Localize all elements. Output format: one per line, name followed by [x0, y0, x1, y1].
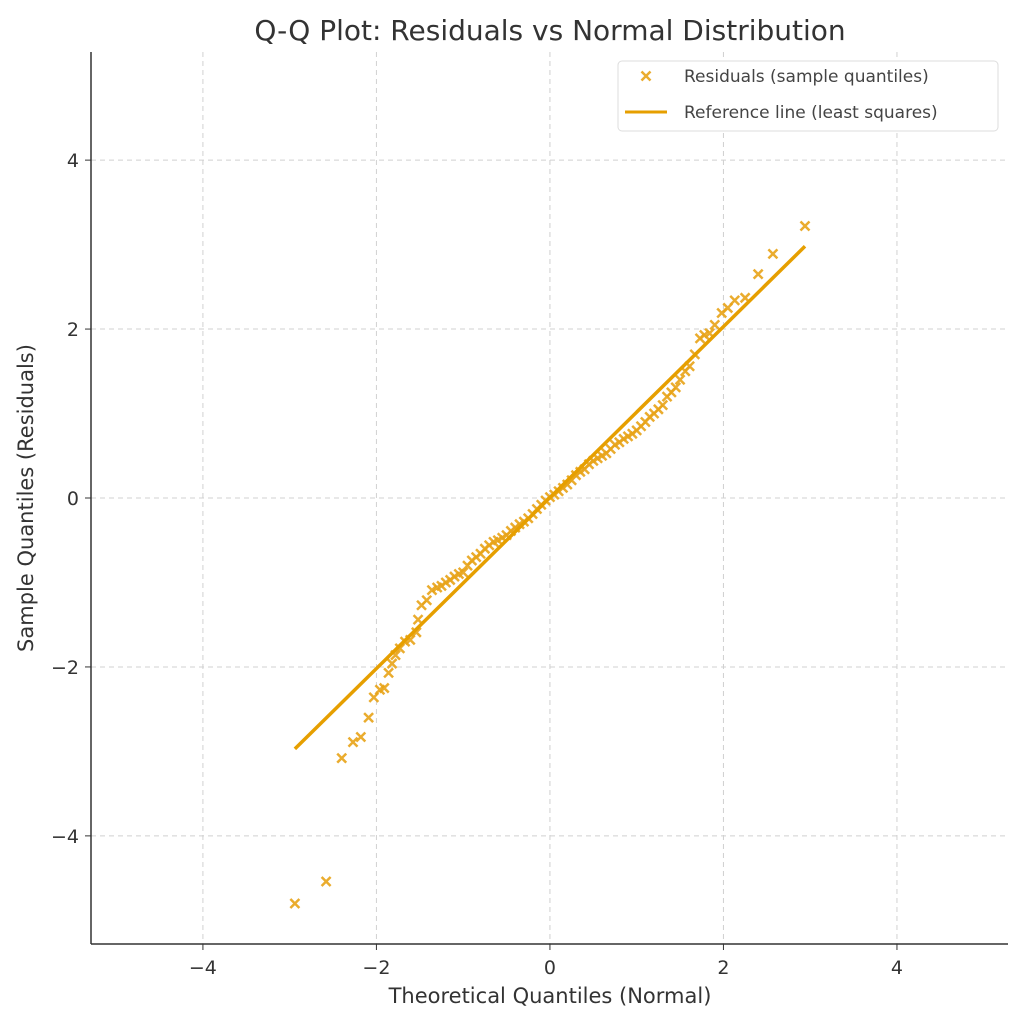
y-tick-label: 2 [67, 319, 79, 341]
data-point [799, 220, 811, 232]
data-point [289, 898, 301, 909]
data-point [709, 319, 721, 331]
x-tick-label: 4 [891, 957, 903, 979]
data-point [378, 682, 390, 694]
data-point [336, 752, 348, 764]
y-tick-label: −2 [51, 657, 79, 679]
data-point [320, 876, 332, 887]
data-marks [289, 220, 811, 909]
data-point [670, 381, 682, 393]
data-point [363, 712, 374, 724]
chart-title: Q-Q Plot: Residuals vs Normal Distributi… [254, 14, 845, 47]
data-point [457, 566, 469, 578]
x-tick-label: 0 [544, 957, 556, 979]
y-axis-label: Sample Quantiles (Residuals) [14, 344, 38, 652]
x-tick-label: −2 [362, 957, 390, 979]
data-point [729, 294, 741, 306]
legend-marker [640, 70, 652, 82]
data-point [421, 594, 433, 606]
reference-line [293, 245, 807, 751]
tick-labels: −4 −2 0 2 4 −4 −2 0 2 4 [51, 150, 903, 979]
y-tick-label: 0 [67, 488, 79, 510]
data-point [355, 731, 367, 743]
data-point [410, 626, 422, 638]
data-point [767, 248, 779, 260]
y-tick-label: 4 [67, 150, 79, 172]
data-point [657, 399, 669, 411]
data-point [383, 667, 394, 679]
x-tick-label: −4 [189, 957, 217, 979]
legend-marker-x-icon [640, 70, 652, 82]
legend-label-residuals: Residuals (sample quantiles) [684, 67, 929, 87]
legend-label-reference: Reference line (least squares) [684, 103, 938, 123]
legend: Residuals (sample quantiles) Reference l… [617, 60, 999, 132]
data-point [347, 736, 359, 748]
legend-box [617, 60, 999, 132]
data-point [752, 268, 764, 280]
x-axis-label: Theoretical Quantiles (Normal) [388, 984, 712, 1008]
data-point [386, 658, 398, 669]
y-tick-label: −4 [51, 826, 79, 848]
x-tick-label: 2 [717, 957, 729, 979]
data-point [674, 374, 686, 386]
